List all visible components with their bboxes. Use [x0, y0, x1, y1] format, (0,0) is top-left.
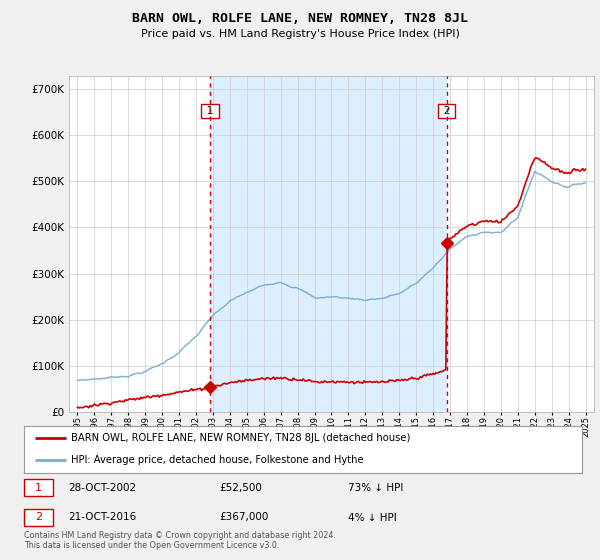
Text: BARN OWL, ROLFE LANE, NEW ROMNEY, TN28 8JL (detached house): BARN OWL, ROLFE LANE, NEW ROMNEY, TN28 8… — [71, 433, 411, 444]
Bar — [210, 76, 446, 412]
Text: 1: 1 — [203, 106, 217, 116]
Text: £52,500: £52,500 — [220, 483, 262, 493]
Text: 4% ↓ HPI: 4% ↓ HPI — [347, 512, 397, 522]
Text: BARN OWL, ROLFE LANE, NEW ROMNEY, TN28 8JL: BARN OWL, ROLFE LANE, NEW ROMNEY, TN28 8… — [132, 12, 468, 25]
Text: 28-OCT-2002: 28-OCT-2002 — [68, 483, 137, 493]
Text: 73% ↓ HPI: 73% ↓ HPI — [347, 483, 403, 493]
Text: 2: 2 — [440, 106, 454, 116]
Text: 2: 2 — [35, 512, 42, 522]
Text: 1: 1 — [35, 483, 42, 493]
Text: Price paid vs. HM Land Registry's House Price Index (HPI): Price paid vs. HM Land Registry's House … — [140, 29, 460, 39]
Text: 21-OCT-2016: 21-OCT-2016 — [68, 512, 137, 522]
Text: Contains HM Land Registry data © Crown copyright and database right 2024.
This d: Contains HM Land Registry data © Crown c… — [24, 530, 336, 550]
FancyBboxPatch shape — [24, 508, 53, 526]
Text: HPI: Average price, detached house, Folkestone and Hythe: HPI: Average price, detached house, Folk… — [71, 455, 364, 465]
FancyBboxPatch shape — [24, 479, 53, 497]
Text: £367,000: £367,000 — [220, 512, 269, 522]
